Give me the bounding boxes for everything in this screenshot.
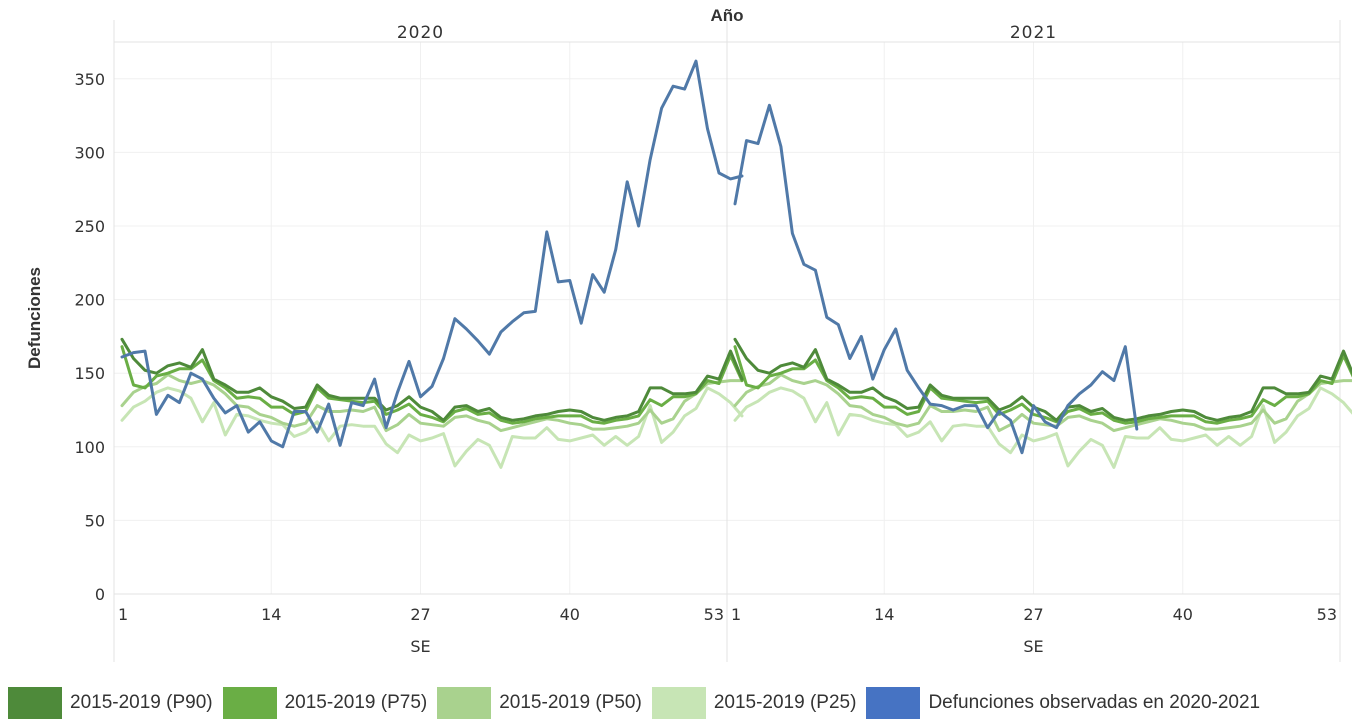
chart-canvas: Año 2020 2021 0 50 100 150 200 250 300 350 Defuncio… xyxy=(25,6,1352,662)
x-tick-label-2020-53: 53 xyxy=(704,605,724,624)
y-tick-label-50: 50 xyxy=(85,511,105,530)
series-line-observed-2020 xyxy=(120,59,744,449)
legend: 2015-2019 (P90) 2015-2019 (P75) 2015-201… xyxy=(8,686,1348,720)
y-tick-label-350: 350 xyxy=(74,70,105,89)
x-tick-label-2020-27: 27 xyxy=(410,605,430,624)
x-axis-label-2021: SE xyxy=(1023,637,1043,656)
x-tick-label-2020-1: 1 xyxy=(118,605,128,624)
y-tick-label-150: 150 xyxy=(74,364,105,383)
x-tick-label-2021-27: 27 xyxy=(1023,605,1043,624)
legend-label-p50: 2015-2019 (P50) xyxy=(499,692,642,713)
series-line-p25-2020 xyxy=(120,386,744,469)
legend-swatch-p50 xyxy=(437,687,492,719)
y-axis-label: Defunciones xyxy=(25,267,44,369)
legend-item-p90[interactable]: 2015-2019 (P90) xyxy=(8,687,213,719)
legend-item-p50[interactable]: 2015-2019 (P50) xyxy=(437,687,642,719)
series-line-observed-2021 xyxy=(733,103,1139,455)
series-line-p25-2021 xyxy=(733,386,1352,469)
x-tick-label-2021-14: 14 xyxy=(874,605,894,624)
y-tick-label-100: 100 xyxy=(74,438,105,457)
x-axis-label-2020: SE xyxy=(410,637,430,656)
legend-label-p75: 2015-2019 (P75) xyxy=(284,692,428,713)
legend-item-observed[interactable]: Defunciones observadas en 2020-2021 xyxy=(866,687,1260,719)
legend-swatch-p75 xyxy=(222,687,277,719)
y-tick-label-300: 300 xyxy=(74,143,105,162)
panel-title-2020: 2020 xyxy=(397,23,444,43)
x-tick-label-2021-40: 40 xyxy=(1173,605,1193,624)
legend-label-p25: 2015-2019 (P25) xyxy=(713,692,857,713)
legend-label-observed: Defunciones observadas en 2020-2021 xyxy=(928,692,1261,713)
legend-label-p90: 2015-2019 (P90) xyxy=(70,692,213,713)
y-tick-label-200: 200 xyxy=(74,291,105,310)
legend-swatch-observed xyxy=(866,687,921,719)
x-tick-label-2020-14: 14 xyxy=(261,605,281,624)
legend-item-p25[interactable]: 2015-2019 (P25) xyxy=(651,687,857,719)
x-tick-label-2020-40: 40 xyxy=(560,605,580,624)
legend-item-p75[interactable]: 2015-2019 (P75) xyxy=(222,687,428,719)
series-line-p75-2020 xyxy=(120,345,744,425)
y-tick-label-250: 250 xyxy=(74,217,105,236)
series-line-p75-2021 xyxy=(733,345,1352,425)
y-tick-label-0: 0 xyxy=(95,585,105,604)
series-line-p50-2020 xyxy=(120,373,744,433)
series-line-p90-2021 xyxy=(733,337,1352,422)
x-tick-label-2021-53: 53 xyxy=(1317,605,1337,624)
legend-swatch-p25 xyxy=(651,687,706,719)
chart-title: Año xyxy=(710,6,743,25)
x-tick-label-2021-1: 1 xyxy=(731,605,741,624)
legend-swatch-p90 xyxy=(8,687,62,719)
series-line-p50-2021 xyxy=(733,373,1352,433)
series-line-p90-2020 xyxy=(120,337,744,422)
panel-title-2021: 2021 xyxy=(1010,23,1057,43)
